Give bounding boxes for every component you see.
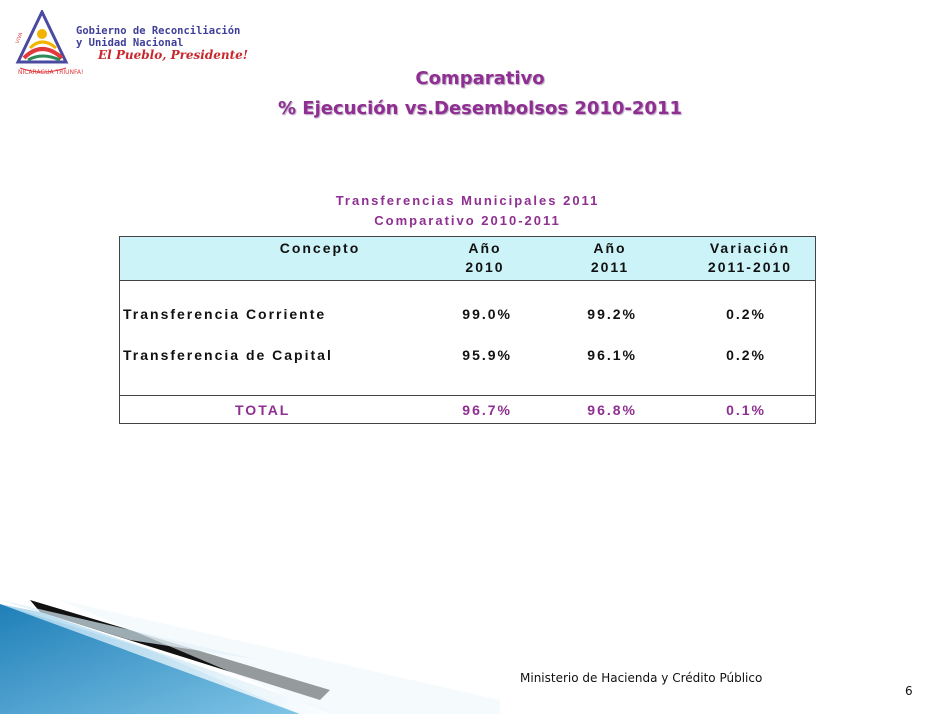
header-variacion: Variación 2011-2010: [707, 240, 793, 275]
svg-text:VIVA: VIVA: [15, 31, 25, 44]
logo-line-2: y Unidad Nacional: [76, 37, 184, 49]
row-value-2010: 95.9%: [462, 347, 512, 363]
logo-line-1: Gobierno de Reconciliación: [76, 25, 241, 37]
row-concepto: Transferencia de Capital: [123, 347, 333, 363]
row-value-2010: 99.0%: [462, 306, 512, 322]
header-concepto: Concepto: [279, 240, 361, 256]
table-header: Concepto Año 2010 Año 2011 Variación 201…: [120, 237, 815, 281]
table-row: Transferencia Corriente 99.0% 99.2% 0.2%: [120, 304, 815, 324]
government-logo: NICARAGUA TRIUNFA! VIVA Gobierno de Reco…: [14, 10, 254, 80]
header-year-2011: Año 2011: [590, 240, 630, 275]
total-value-2010: 96.7%: [462, 402, 512, 418]
table-subcaption: Comparativo 2010-2011: [374, 213, 561, 228]
row-value-2011: 96.1%: [587, 347, 637, 363]
slide-subtitle: % Ejecución vs.Desembolsos 2010-2011: [277, 98, 682, 119]
row-concepto: Transferencia Corriente: [123, 306, 327, 322]
seal-icon: NICARAGUA TRIUNFA! VIVA: [15, 10, 83, 76]
page-number: 6: [905, 684, 913, 698]
row-value-2011: 99.2%: [587, 306, 637, 322]
logo-slogan: El Pueblo, Presidente!: [98, 48, 249, 62]
total-label: TOTAL: [235, 402, 291, 418]
footer-ministry: Ministerio de Hacienda y Crédito Público: [520, 671, 763, 685]
header-year-2010: Año 2010: [465, 240, 505, 275]
slide-title: Comparativo: [415, 68, 545, 89]
table-caption: Transferencias Municipales 2011: [335, 193, 600, 208]
total-variacion: 0.1%: [726, 402, 766, 418]
row-variacion: 0.2%: [726, 347, 766, 363]
total-value-2011: 96.8%: [587, 402, 637, 418]
row-variacion: 0.2%: [726, 306, 766, 322]
table-row: Transferencia de Capital 95.9% 96.1% 0.2…: [120, 345, 815, 365]
data-table: Concepto Año 2010 Año 2011 Variación 201…: [119, 236, 816, 424]
svg-text:NICARAGUA TRIUNFA!: NICARAGUA TRIUNFA!: [18, 69, 83, 76]
total-row: TOTAL 96.7% 96.8% 0.1%: [120, 395, 815, 425]
